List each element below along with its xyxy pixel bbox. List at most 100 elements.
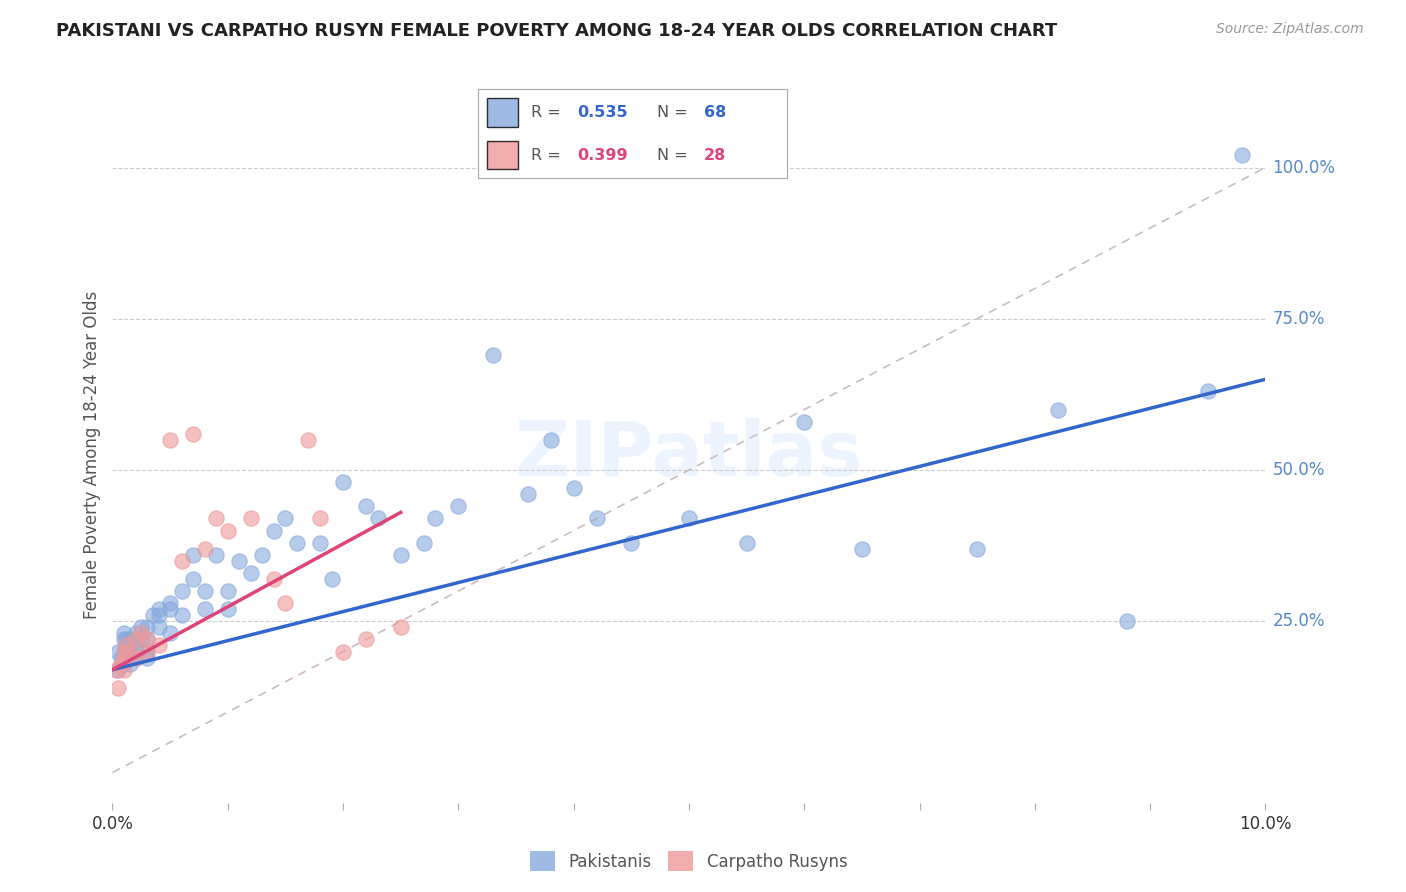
Point xyxy=(148,620,170,634)
Point xyxy=(332,475,354,490)
Point xyxy=(516,487,538,501)
Point xyxy=(129,632,153,647)
Text: ZIPatlas: ZIPatlas xyxy=(515,418,863,491)
Point xyxy=(181,572,204,586)
Point xyxy=(447,500,470,514)
Y-axis label: Female Poverty Among 18-24 Year Olds: Female Poverty Among 18-24 Year Olds xyxy=(83,291,101,619)
Point xyxy=(217,524,239,538)
Point xyxy=(412,535,434,549)
Point xyxy=(181,548,204,562)
Text: 100.0%: 100.0% xyxy=(1272,159,1336,177)
Text: N =: N = xyxy=(658,105,693,120)
Point xyxy=(263,524,285,538)
Point xyxy=(1197,384,1219,399)
Point xyxy=(239,511,262,525)
Text: PAKISTANI VS CARPATHO RUSYN FEMALE POVERTY AMONG 18-24 YEAR OLDS CORRELATION CHA: PAKISTANI VS CARPATHO RUSYN FEMALE POVER… xyxy=(56,22,1057,40)
Point xyxy=(112,626,135,640)
Point xyxy=(136,632,159,647)
Point xyxy=(112,632,135,647)
Point xyxy=(170,608,193,623)
Point xyxy=(562,481,585,495)
Point xyxy=(136,632,159,647)
Point xyxy=(124,639,146,653)
Point xyxy=(124,650,146,665)
Point xyxy=(332,644,354,658)
Point xyxy=(321,572,343,586)
Text: R =: R = xyxy=(530,148,565,162)
Point xyxy=(735,535,758,549)
Point xyxy=(124,632,146,647)
Text: 75.0%: 75.0% xyxy=(1272,310,1324,327)
Point xyxy=(112,657,135,671)
Point xyxy=(107,644,129,658)
Point xyxy=(966,541,988,556)
Point xyxy=(585,511,607,525)
Point xyxy=(389,620,412,634)
Point xyxy=(159,626,181,640)
FancyBboxPatch shape xyxy=(488,141,519,169)
Point xyxy=(110,657,132,671)
Text: R =: R = xyxy=(530,105,565,120)
Point xyxy=(354,500,377,514)
Legend: Pakistanis, Carpatho Rusyns: Pakistanis, Carpatho Rusyns xyxy=(523,845,855,878)
Point xyxy=(181,426,204,441)
Point xyxy=(367,511,389,525)
Point xyxy=(678,511,700,525)
Point xyxy=(274,596,297,610)
Point xyxy=(309,511,332,525)
Point xyxy=(205,548,228,562)
Point xyxy=(263,572,285,586)
Point xyxy=(118,632,141,647)
Point xyxy=(1046,402,1069,417)
Point xyxy=(228,554,250,568)
Point xyxy=(354,632,377,647)
Point xyxy=(118,644,141,658)
Point xyxy=(104,663,127,677)
Text: N =: N = xyxy=(658,148,693,162)
Point xyxy=(112,663,135,677)
Point xyxy=(217,602,239,616)
Point xyxy=(297,433,319,447)
Point xyxy=(170,584,193,599)
Point xyxy=(793,415,815,429)
Point xyxy=(142,608,165,623)
Point xyxy=(252,548,274,562)
Point xyxy=(124,650,146,665)
Point xyxy=(285,535,308,549)
FancyBboxPatch shape xyxy=(488,98,519,127)
Point xyxy=(194,602,217,616)
Point xyxy=(136,650,159,665)
Point xyxy=(124,626,146,640)
Text: 50.0%: 50.0% xyxy=(1272,461,1324,479)
Point xyxy=(107,663,129,677)
Text: 0.535: 0.535 xyxy=(576,105,627,120)
Point xyxy=(129,620,153,634)
Point xyxy=(194,541,217,556)
Text: 68: 68 xyxy=(704,105,725,120)
Point xyxy=(205,511,228,525)
Point xyxy=(148,639,170,653)
Point xyxy=(118,657,141,671)
Point xyxy=(389,548,412,562)
Point xyxy=(136,644,159,658)
Text: 25.0%: 25.0% xyxy=(1272,612,1324,631)
Point xyxy=(217,584,239,599)
Point xyxy=(274,511,297,525)
Point xyxy=(309,535,332,549)
Point xyxy=(115,639,138,653)
Point xyxy=(115,632,138,647)
Point xyxy=(159,433,181,447)
Point xyxy=(482,348,505,362)
Text: 28: 28 xyxy=(704,148,725,162)
Point xyxy=(118,644,141,658)
Point xyxy=(1116,615,1139,629)
Point xyxy=(112,650,135,665)
Point xyxy=(112,644,135,658)
Point xyxy=(112,644,135,658)
Point xyxy=(170,554,193,568)
Point xyxy=(136,644,159,658)
Point xyxy=(851,541,873,556)
Point xyxy=(239,566,262,580)
Text: 0.399: 0.399 xyxy=(576,148,627,162)
Point xyxy=(110,650,132,665)
